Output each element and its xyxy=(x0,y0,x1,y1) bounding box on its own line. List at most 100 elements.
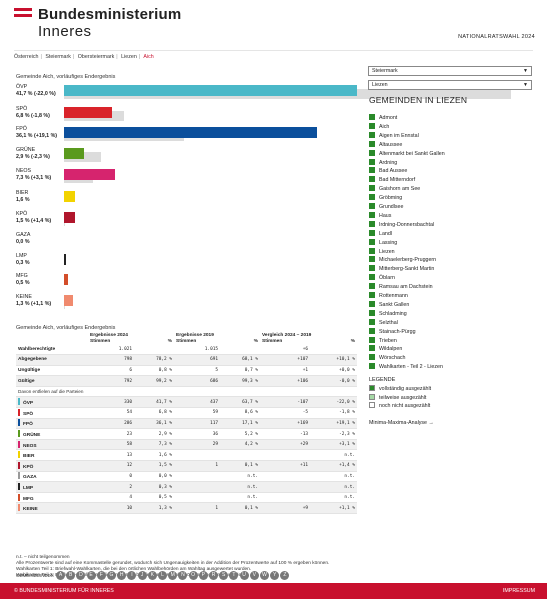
breadcrumb-item[interactable]: Obersteiermark xyxy=(77,54,115,60)
party-cell[interactable]: MFG xyxy=(16,492,88,504)
bar-current-result[interactable] xyxy=(64,274,68,285)
index-letter-button[interactable]: F xyxy=(96,571,106,580)
index-letter-button[interactable]: E xyxy=(86,571,96,580)
bar-current-result[interactable] xyxy=(64,148,85,159)
index-letter-button[interactable]: B xyxy=(66,571,76,580)
percent-2019: 68,1 % xyxy=(220,354,260,366)
municipality-item[interactable]: Bad Aussee xyxy=(369,167,407,176)
bar-current-result[interactable] xyxy=(64,107,112,118)
municipality-item[interactable]: Liezen xyxy=(369,247,395,257)
minmax-analysis-link[interactable]: Minima-Maxima-Analyse → xyxy=(369,420,434,426)
index-letter-button[interactable]: T xyxy=(229,571,239,580)
table-row: NEOS 58 7,3 % 29 4,2 % +29 +3,1 % xyxy=(16,439,357,451)
bar-current-result[interactable] xyxy=(64,169,116,180)
index-letter-button[interactable]: Y xyxy=(270,571,280,580)
index-letter-button[interactable]: N xyxy=(178,571,188,580)
municipality-item[interactable]: Lassing xyxy=(369,238,397,248)
party-cell[interactable]: SPÖ xyxy=(16,407,88,419)
municipality-item[interactable]: Bad Mitterndorf xyxy=(369,176,415,185)
status-square-icon xyxy=(369,185,375,192)
index-letter-button[interactable]: V xyxy=(249,571,259,580)
municipality-item[interactable]: Rottenmann xyxy=(369,292,408,301)
logo-subtitle[interactable]: Inneres xyxy=(38,23,92,40)
party-cell[interactable]: LMP xyxy=(16,481,88,493)
votes-2024: 58 xyxy=(88,439,134,451)
party-cell[interactable]: GRÜNE xyxy=(16,428,88,440)
state-select[interactable]: Steiermark ▼ xyxy=(368,66,532,76)
municipality-item[interactable]: Haus xyxy=(369,211,391,221)
index-letter-button[interactable]: M xyxy=(168,571,178,580)
index-letter-button[interactable]: G xyxy=(107,571,116,580)
votes-2019 xyxy=(174,481,220,493)
footnote-line: Wahlkarten Teil 1: Briefwahl-Wahlkarten,… xyxy=(16,567,252,572)
municipality-item[interactable]: Admont xyxy=(369,114,397,123)
municipality-item[interactable]: Aigen im Ennstal xyxy=(369,131,419,141)
breadcrumb-item[interactable]: Steiermark xyxy=(45,54,71,60)
municipality-item[interactable]: Öblarn xyxy=(369,274,395,283)
index-letter-button[interactable]: J xyxy=(137,571,147,580)
municipality-item[interactable]: Grundlsee xyxy=(369,203,403,212)
municipality-item[interactable]: Aich xyxy=(369,122,389,132)
municipality-item[interactable]: Altaussee xyxy=(369,140,402,150)
bar-current-result[interactable] xyxy=(64,212,75,223)
index-letter-button[interactable]: R xyxy=(209,571,218,580)
municipality-item[interactable]: Schladming xyxy=(369,309,407,319)
row-label: Gültige xyxy=(16,375,88,387)
index-letter-button[interactable]: H xyxy=(117,571,127,580)
municipality-item[interactable]: Ardning xyxy=(369,158,397,168)
municipality-item[interactable]: Wahlkarten - Teil 2 - Liezen xyxy=(369,363,443,372)
percent-diff: -2,3 % xyxy=(310,428,357,440)
municipality-item[interactable]: Altenmarkt bei Sankt Gallen xyxy=(369,149,445,159)
index-letter-button[interactable]: P xyxy=(198,571,208,580)
bar-current-result[interactable] xyxy=(64,127,318,138)
party-cell[interactable]: KPÖ xyxy=(16,460,88,472)
municipality-item[interactable]: Selzthal xyxy=(369,318,398,328)
municipality-item[interactable]: Gröbming xyxy=(369,194,402,203)
breadcrumb-item[interactable]: Liezen xyxy=(121,54,137,60)
district-select[interactable]: Liezen ▼ xyxy=(368,80,532,90)
municipality-item[interactable]: Wildalpen xyxy=(369,345,402,354)
index-letter-button[interactable]: D xyxy=(76,571,86,580)
index-letter-button[interactable]: K xyxy=(147,571,157,580)
status-square-icon xyxy=(369,247,375,254)
municipality-item[interactable]: Landl xyxy=(369,229,392,239)
index-letter-button[interactable]: W xyxy=(260,571,269,580)
bar-current-result[interactable] xyxy=(64,254,67,265)
party-cell[interactable]: KEINE xyxy=(16,502,88,514)
bar-current-result[interactable] xyxy=(64,191,76,202)
imprint-link[interactable]: IMPRESSUM xyxy=(502,588,535,594)
municipality-item[interactable]: Stainach-Pürgg xyxy=(369,327,416,337)
municipality-item[interactable]: Sankt Gallen xyxy=(369,300,409,310)
municipality-name: Bad Aussee xyxy=(379,168,408,175)
party-cell[interactable]: NEOS xyxy=(16,439,88,451)
municipality-item[interactable]: Trieben xyxy=(369,336,397,346)
index-letter-button[interactable]: L xyxy=(158,571,167,580)
index-letter-button[interactable]: I xyxy=(127,571,137,580)
index-letter-button[interactable]: A xyxy=(56,571,65,580)
municipality-item[interactable]: Gaishorn am See xyxy=(369,185,420,194)
party-color-marker xyxy=(18,493,20,501)
municipality-item[interactable]: Wörschach xyxy=(369,354,406,363)
header-votes: Stimmen xyxy=(262,338,283,344)
votes-2024: 4 xyxy=(88,492,134,504)
index-letter-button[interactable]: Z xyxy=(280,571,290,580)
municipality-item[interactable]: Irdning-Donnersbachtal xyxy=(369,220,434,230)
breadcrumb-item[interactable]: Österreich xyxy=(14,54,39,60)
legend-swatch-icon xyxy=(369,385,375,391)
percent-diff: n.t. xyxy=(310,449,357,462)
index-letter-button[interactable]: O xyxy=(188,571,198,580)
index-letter-button[interactable]: S xyxy=(219,571,229,580)
party-cell[interactable]: ÖVP xyxy=(16,396,88,409)
status-square-icon xyxy=(369,122,375,129)
party-cell[interactable]: GAZA xyxy=(16,471,88,483)
logo-title[interactable]: Bundesministerium xyxy=(38,6,182,23)
index-letter-button[interactable]: U xyxy=(239,571,249,580)
municipality-item[interactable]: Michaelerberg-Pruggern xyxy=(369,256,436,265)
bar-current-result[interactable] xyxy=(64,85,357,96)
municipality-item[interactable]: Mitterberg-Sankt Martin xyxy=(369,265,434,274)
party-cell[interactable]: FPÖ xyxy=(16,418,88,430)
bar-current-result[interactable] xyxy=(64,295,74,306)
party-cell[interactable]: BIER xyxy=(16,449,88,462)
municipality-name: Trieben xyxy=(379,337,397,344)
municipality-item[interactable]: Ramsau am Dachstein xyxy=(369,283,433,292)
